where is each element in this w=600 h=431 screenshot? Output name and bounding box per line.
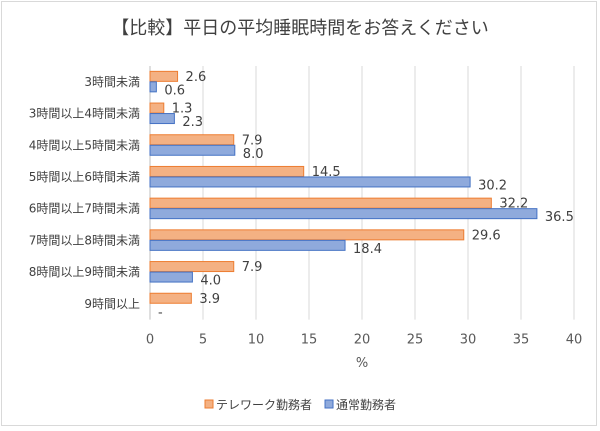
bar-telework: [149, 261, 235, 273]
x-tick-label: 10: [248, 333, 265, 348]
bar-regular: [149, 113, 175, 125]
data-label: 3.9: [199, 292, 220, 307]
x-axis-label: %: [356, 356, 368, 371]
chart-frame: 【比較】平日の平均睡眠時間をお答えください 2.6 0.6 1.3 2.3 7.9 8.0…: [1, 1, 597, 426]
data-label: 0.6: [164, 83, 185, 98]
category-label: 5時間以上6時間未満: [29, 170, 140, 184]
x-tick-label: 25: [407, 333, 424, 348]
bar-telework: [149, 102, 165, 114]
x-tick-label: 15: [301, 333, 318, 348]
bar-regular: [149, 144, 236, 156]
data-label: -: [158, 305, 163, 320]
data-label: 7.9: [242, 133, 263, 148]
bar-regular: [149, 176, 471, 188]
legend-swatch: [204, 399, 214, 409]
bar-regular: [149, 208, 538, 220]
x-tick-label: 0: [146, 333, 154, 348]
bar-telework: [149, 165, 305, 177]
category-label: 7時間以上8時間未満: [29, 233, 140, 247]
x-tick-label: 20: [354, 333, 371, 348]
category-label: 4時間以上5時間未満: [29, 138, 140, 152]
bar-telework: [149, 292, 192, 304]
bar-regular: [149, 239, 346, 251]
bar-regular: [149, 271, 193, 283]
category-label: 9時間以上: [84, 297, 140, 311]
data-label: 30.2: [478, 178, 507, 193]
data-label: 2.6: [186, 70, 207, 85]
bar-regular: [149, 81, 157, 93]
data-label: 36.5: [545, 210, 574, 225]
data-label: 4.0: [200, 274, 221, 289]
x-tick-label: 35: [513, 333, 530, 348]
chart-title: 【比較】平日の平均睡眠時間をお答えください: [111, 18, 488, 39]
legend-label: 通常勤務者: [336, 398, 396, 412]
category-label: 3時間以上4時間未満: [29, 107, 140, 121]
x-tick-label: 40: [566, 333, 583, 348]
data-label: 18.4: [353, 242, 382, 257]
bar-telework: [149, 70, 179, 82]
bar-telework: [149, 229, 465, 241]
category-label: 8時間以上9時間未満: [29, 265, 140, 279]
bar-telework: [149, 134, 235, 146]
category-label: 6時間以上7時間未満: [29, 202, 140, 216]
data-label: 2.3: [182, 115, 203, 130]
bar-telework: [149, 197, 492, 209]
category-label: 3時間未満: [84, 75, 140, 89]
data-label: 8.0: [243, 147, 264, 162]
x-tick-label: 30: [460, 333, 477, 348]
data-label: 14.5: [312, 165, 341, 180]
legend-swatch: [324, 399, 334, 409]
x-tick-label: 5: [199, 333, 207, 348]
data-label: 32.2: [499, 197, 528, 212]
legend: テレワーク勤務者 通常勤務者: [204, 398, 396, 412]
data-label: 1.3: [172, 102, 193, 117]
data-label: 29.6: [472, 228, 501, 243]
data-label: 7.9: [242, 260, 263, 275]
bar-chart: 【比較】平日の平均睡眠時間をお答えください 2.60.61.32.37.98.0…: [29, 18, 583, 412]
legend-label: テレワーク勤務者: [216, 398, 312, 412]
